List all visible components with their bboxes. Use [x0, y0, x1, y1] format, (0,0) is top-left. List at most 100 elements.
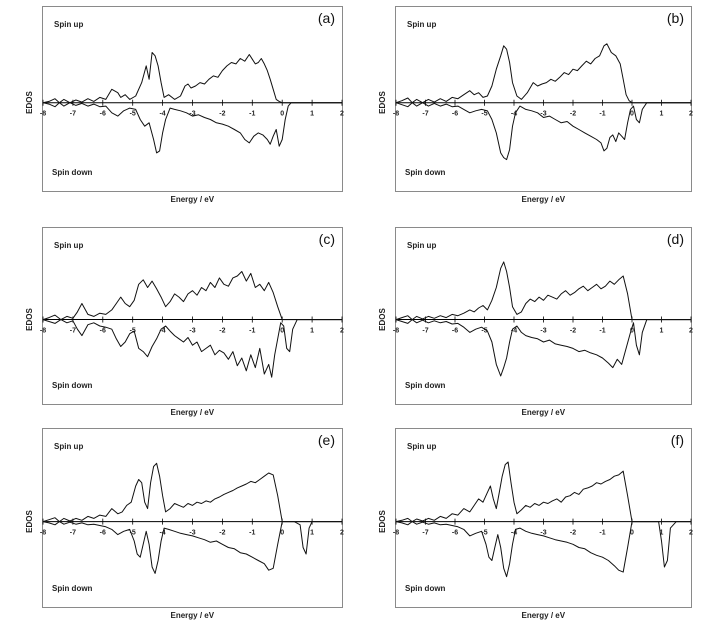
x-tick-label: -3 [189, 328, 195, 335]
x-tick-label: 1 [660, 530, 664, 537]
plot-frame [42, 6, 343, 192]
plot-area: -8 -7 -6 -5 -4 -3 -2 -1 0 1 2 [393, 261, 693, 377]
x-tick-label: 2 [689, 111, 693, 118]
y-axis-label: EDOS [24, 90, 34, 114]
x-tick-label: -5 [130, 328, 136, 335]
x-tick-label: -6 [100, 111, 106, 118]
x-tick-label: -2 [219, 530, 225, 537]
plot-area: -8 -7 -6 -5 -4 -3 -2 -1 0 1 2 [393, 461, 693, 578]
spin-down-annotation: Spin down [52, 381, 93, 390]
x-tick-label: -7 [70, 328, 76, 335]
x-tick-label: -3 [540, 530, 546, 537]
spin-down-series-line [42, 319, 342, 378]
x-tick-label: -2 [219, 111, 225, 118]
x-tick-label: -3 [540, 328, 546, 335]
x-tick-label: -6 [452, 328, 458, 335]
panel-label: (b) [666, 10, 684, 26]
spin-up-annotation: Spin up [54, 442, 84, 451]
x-tick-label: -6 [100, 530, 106, 537]
x-tick-label: -7 [422, 530, 428, 537]
x-axis-label: Energy / eV [170, 195, 215, 204]
panel-label: (e) [317, 432, 335, 448]
x-tick-label: -4 [511, 328, 517, 335]
x-tick-label: -7 [70, 111, 76, 118]
x-tick-label: -2 [570, 530, 576, 537]
x-axis-label: Energy / eV [170, 611, 215, 620]
spin-down-annotation: Spin down [52, 584, 93, 593]
x-tick-label: -4 [511, 111, 517, 118]
spin-up-series-line [395, 261, 691, 321]
x-tick-label: 2 [340, 111, 344, 118]
x-axis-label: Energy / eV [170, 408, 215, 417]
y-axis-label: EDOS [377, 90, 387, 114]
x-tick-label: -2 [219, 328, 225, 335]
spin-up-series-line [395, 43, 691, 104]
x-tick-label: 0 [630, 530, 634, 537]
spin-up-series-line [42, 52, 342, 104]
spin-down-series-line [395, 521, 691, 578]
y-axis-label: EDOS [377, 307, 387, 331]
plot-area: -8 -7 -6 -5 -4 -3 -2 -1 0 1 2 [40, 462, 344, 574]
x-tick-label: 2 [340, 328, 344, 335]
y-axis-label: EDOS [377, 509, 387, 533]
plot-area: -8 -7 -6 -5 -4 -3 -2 -1 0 1 2 [393, 43, 693, 161]
x-tick-label: -2 [570, 328, 576, 335]
x-tick-label: -3 [189, 530, 195, 537]
x-tick-label: -5 [481, 111, 487, 118]
x-tick-label: -8 [40, 111, 46, 118]
x-tick-label: -5 [481, 328, 487, 335]
panel-label: (f) [670, 432, 684, 448]
x-tick-label: -1 [249, 111, 255, 118]
x-tick-label: -3 [189, 111, 195, 118]
spin-down-annotation: Spin down [52, 168, 93, 177]
panel-label: (c) [318, 231, 335, 247]
x-tick-label: -5 [130, 530, 136, 537]
x-tick-label: -4 [159, 111, 165, 118]
x-tick-label: -5 [481, 530, 487, 537]
x-tick-label: 1 [310, 111, 314, 118]
x-tick-label: -6 [452, 530, 458, 537]
x-tick-label: -7 [70, 530, 76, 537]
x-tick-label: -5 [130, 111, 136, 118]
panel-label: (a) [317, 10, 335, 26]
spin-down-annotation: Spin down [405, 381, 446, 390]
plot-frame [395, 227, 692, 405]
x-axis-label: Energy / eV [521, 408, 566, 417]
spin-up-series-line [395, 461, 691, 523]
x-tick-label: 0 [280, 530, 284, 537]
x-tick-label: -2 [570, 111, 576, 118]
x-tick-label: 1 [660, 328, 664, 335]
spin-up-annotation: Spin up [54, 241, 84, 250]
x-tick-label: 1 [660, 111, 664, 118]
x-tick-label: 2 [340, 530, 344, 537]
x-tick-label: -8 [393, 111, 399, 118]
x-tick-label: 1 [310, 530, 314, 537]
spin-up-series-line [42, 462, 342, 523]
panel-label: (d) [666, 231, 684, 247]
spin-down-annotation: Spin down [405, 584, 446, 593]
x-tick-label: -1 [599, 328, 605, 335]
x-tick-label: -7 [422, 328, 428, 335]
plot-area: -8 -7 -6 -5 -4 -3 -2 -1 0 1 2 [40, 52, 344, 154]
y-axis-label: EDOS [24, 307, 34, 331]
spin-down-annotation: Spin down [405, 168, 446, 177]
x-axis-label: Energy / eV [521, 195, 566, 204]
spin-down-series-line [395, 102, 691, 161]
chart-panel: -8 -7 -6 -5 -4 -3 -2 -1 0 1 2 (c) Spin up Spin down ED… [25, 227, 344, 429]
x-tick-label: -8 [393, 530, 399, 537]
spin-down-series-line [42, 102, 342, 154]
spin-up-series-line [42, 271, 342, 321]
x-tick-label: 0 [280, 111, 284, 118]
x-tick-label: 2 [689, 328, 693, 335]
x-tick-label: -1 [249, 530, 255, 537]
x-tick-label: 1 [310, 328, 314, 335]
x-tick-label: -6 [452, 111, 458, 118]
x-axis-label: Energy / eV [521, 611, 566, 620]
x-tick-label: -8 [40, 328, 46, 335]
chart-panel: -8 -7 -6 -5 -4 -3 -2 -1 0 1 2 (f) Spin up Spin down ED… [378, 428, 693, 632]
spin-up-annotation: Spin up [407, 20, 437, 29]
chart-panel: -8 -7 -6 -5 -4 -3 -2 -1 0 1 2 (d) Spin up Spin down ED… [378, 227, 693, 429]
x-tick-label: -3 [540, 111, 546, 118]
spin-up-annotation: Spin up [54, 20, 84, 29]
x-tick-label: -1 [599, 111, 605, 118]
